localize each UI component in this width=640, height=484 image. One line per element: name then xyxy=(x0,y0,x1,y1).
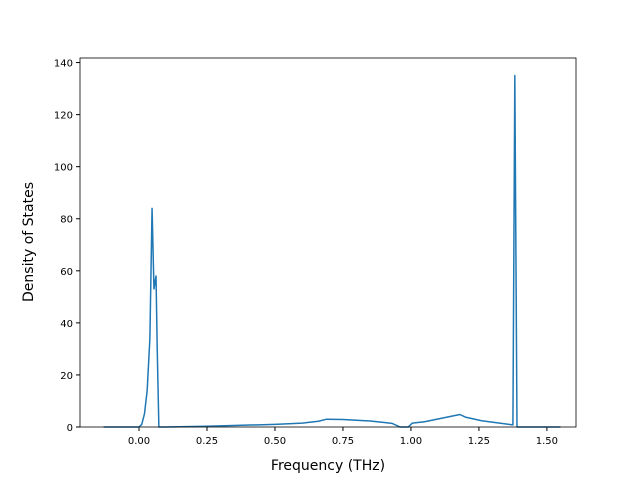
x-axis-label: Frequency (THz) xyxy=(271,458,385,474)
y-tick-label: 0 xyxy=(67,423,73,434)
y-tick-label: 20 xyxy=(60,371,73,382)
x-tick-label: 0.00 xyxy=(128,436,150,447)
x-tick-label: 1.25 xyxy=(468,436,490,447)
y-tick-label: 40 xyxy=(60,319,73,330)
x-tick-label: 0.25 xyxy=(196,436,218,447)
line-series xyxy=(103,74,561,428)
y-tick-label: 80 xyxy=(60,215,73,226)
x-tick-label: 0.75 xyxy=(332,436,354,447)
y-tick-label: 60 xyxy=(60,267,73,278)
y-tick-label: 140 xyxy=(54,59,73,70)
y-axis-label: Density of States xyxy=(21,182,37,302)
y-tick-label: 120 xyxy=(54,111,73,122)
x-tick-label: 0.50 xyxy=(264,436,286,447)
x-tick-label: 1.00 xyxy=(400,436,422,447)
plot-frame xyxy=(79,57,577,428)
y-tick-label: 100 xyxy=(54,163,73,174)
x-tick-label: 1.50 xyxy=(536,436,558,447)
